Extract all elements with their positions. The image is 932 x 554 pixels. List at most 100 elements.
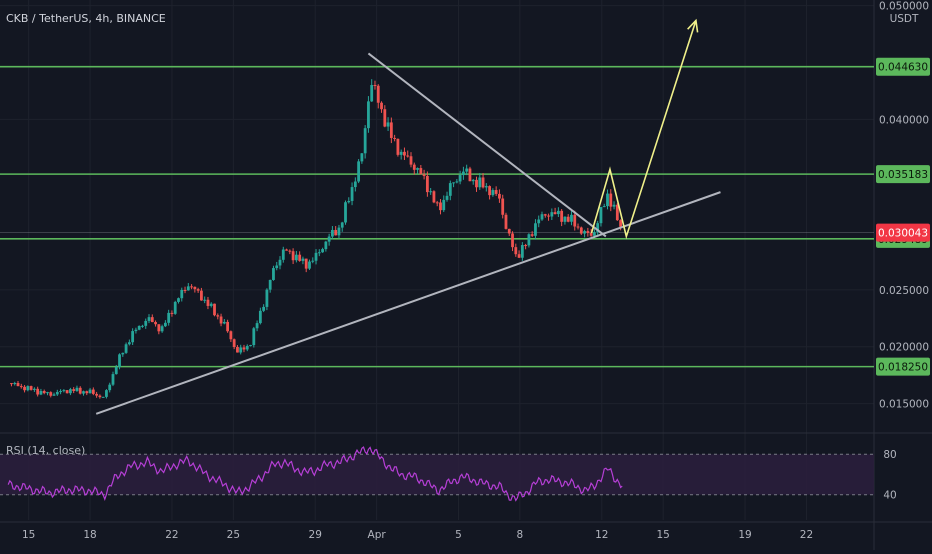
candle-body: [177, 298, 180, 302]
candle-body: [511, 233, 514, 248]
level-badge: [876, 165, 930, 184]
candle-body: [180, 289, 184, 299]
candle-body: [213, 303, 216, 316]
candle-body: [615, 204, 619, 221]
candle-body: [370, 85, 374, 102]
candle-body: [583, 231, 586, 234]
candle-body: [602, 206, 606, 208]
candle-body: [167, 312, 171, 323]
candle-body: [543, 214, 547, 216]
trendline-descending: [367, 52, 607, 238]
candle-body: [131, 331, 135, 343]
candle-body: [32, 388, 36, 390]
candle-body: [258, 310, 262, 324]
time-tick-label: 15: [656, 529, 669, 541]
candle-body: [609, 193, 613, 207]
candle-body: [560, 210, 564, 222]
candle-body: [111, 374, 115, 385]
candle-body: [448, 183, 452, 196]
candle-body: [298, 254, 302, 261]
rsi-label[interactable]: RSI (14, close): [6, 444, 85, 457]
candle-body: [42, 390, 46, 394]
candle-body: [579, 227, 583, 234]
candle-body: [501, 198, 505, 215]
candle-body: [445, 195, 449, 200]
candle-body: [534, 223, 537, 236]
candle-body: [399, 151, 403, 155]
price-axis[interactable]: 0.015000 0.020000 0.025000 0.040000 0.050000…: [876, 1, 930, 502]
candle-body: [321, 249, 324, 253]
candle-body: [183, 289, 187, 291]
candle-body: [458, 175, 462, 182]
time-tick-label: 12: [595, 529, 608, 541]
candle-body: [85, 391, 89, 394]
candle-body: [154, 322, 157, 325]
candle-body: [291, 251, 295, 261]
candle-body: [245, 345, 249, 350]
candle-body: [75, 387, 79, 391]
candle-body: [537, 219, 541, 224]
candle-body: [599, 206, 603, 224]
candle-body: [619, 220, 623, 227]
candle-body: [383, 109, 387, 127]
candle-body: [137, 325, 141, 330]
candle-body: [141, 325, 144, 327]
candle-body: [26, 386, 30, 391]
candle-body: [16, 383, 20, 387]
candle-body: [105, 390, 108, 397]
candle-body: [78, 387, 82, 394]
candle-body: [481, 177, 485, 188]
candle-body: [252, 328, 256, 346]
projection-arrowhead: [687, 18, 699, 33]
candle-body: [331, 229, 334, 237]
candle-body: [239, 347, 243, 353]
candle-body: [334, 229, 338, 236]
candle-body: [118, 354, 121, 368]
candle-body: [488, 186, 492, 196]
candle-body: [206, 299, 210, 306]
candle-body: [422, 174, 426, 177]
trendlines: [95, 52, 721, 415]
candle-body: [324, 241, 328, 250]
level-badge-label: 0.018250: [878, 362, 928, 374]
time-axis[interactable]: 15 18 22 25 29 Apr 5 8 12 15 19 22: [22, 529, 813, 541]
candle-body: [29, 386, 33, 390]
candle-body: [275, 265, 279, 269]
candle-body: [566, 216, 570, 222]
candle-body: [193, 286, 197, 290]
candle-body: [373, 85, 377, 87]
candle-body: [606, 193, 609, 207]
level-badge: [876, 357, 930, 376]
candle-body: [468, 168, 472, 182]
candle-body: [403, 151, 406, 156]
candle-body: [10, 383, 13, 385]
currency-label[interactable]: USDT: [890, 13, 919, 25]
candle-body: [144, 320, 148, 326]
candle-body: [344, 202, 347, 223]
candle-body: [88, 389, 92, 394]
time-tick-label: 18: [83, 529, 96, 541]
candle-body: [314, 252, 318, 261]
candle-body: [439, 202, 442, 211]
candle-body: [357, 161, 361, 182]
symbol-title[interactable]: CKB / TetherUS, 4h, BINANCE: [6, 12, 166, 25]
candle-body: [491, 190, 495, 196]
price-tick-label: 0.025000: [879, 285, 929, 297]
candlestick-series: [10, 79, 623, 399]
level-badge-label: 0.044630: [878, 62, 928, 74]
candle-body: [465, 168, 469, 172]
candle-body: [236, 346, 239, 353]
candle-body: [52, 394, 56, 396]
time-tick-label: 8: [517, 529, 524, 541]
candle-body: [91, 389, 95, 394]
candle-body: [268, 279, 272, 290]
projection-path: [590, 18, 699, 240]
candle-body: [429, 191, 433, 193]
candle-body: [471, 179, 475, 182]
candle-body: [304, 258, 308, 269]
candle-body: [586, 231, 590, 233]
time-tick-label: 5: [455, 529, 462, 541]
candle-body: [308, 261, 311, 269]
